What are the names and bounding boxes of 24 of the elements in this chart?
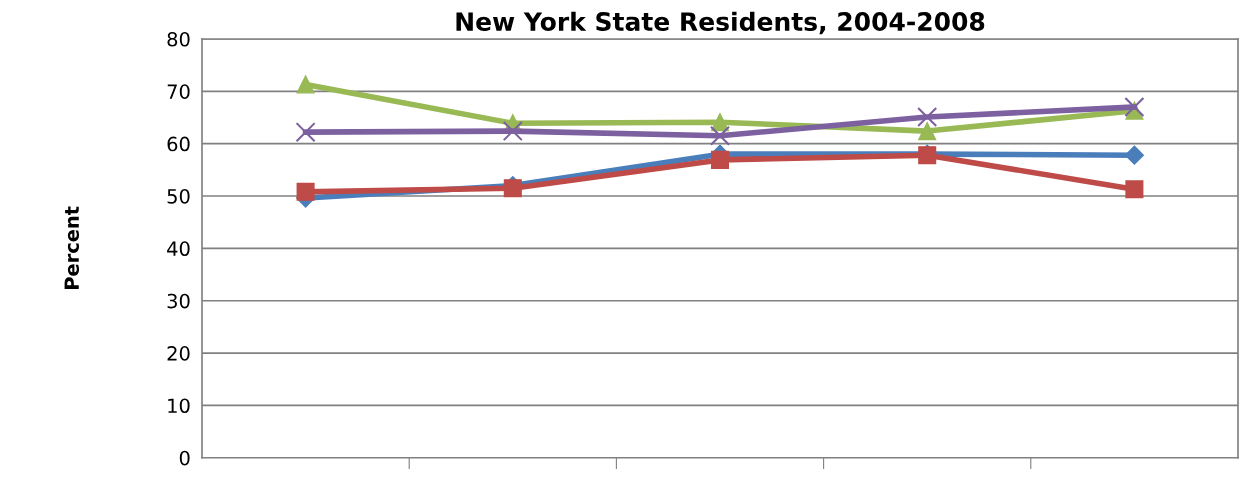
point: [709, 125, 731, 146]
y-tick-label: 50: [167, 188, 190, 204]
y-tick-label: 30: [167, 293, 190, 309]
y-tick-label: 10: [168, 398, 190, 414]
y-axis-title: Percent: [64, 206, 80, 290]
point: [503, 179, 522, 198]
point: [1124, 96, 1145, 118]
point: [295, 122, 316, 143]
y-tick-label: 40: [167, 241, 190, 257]
chart-title: New York State Residents, 2004-2008: [456, 11, 985, 35]
y-tick-label: 0: [179, 450, 190, 466]
y-tick-label: 80: [167, 31, 190, 47]
y-tick-label: 60: [167, 136, 190, 152]
point: [710, 113, 730, 132]
y-tick-label: 70: [167, 84, 190, 99]
point: [918, 122, 937, 141]
point: [917, 106, 938, 128]
point: [710, 150, 730, 169]
point: [1125, 180, 1144, 199]
y-tick-label: 20: [167, 346, 190, 361]
point: [1124, 145, 1144, 165]
point: [296, 75, 315, 94]
point: [502, 121, 523, 142]
point: [296, 182, 315, 201]
